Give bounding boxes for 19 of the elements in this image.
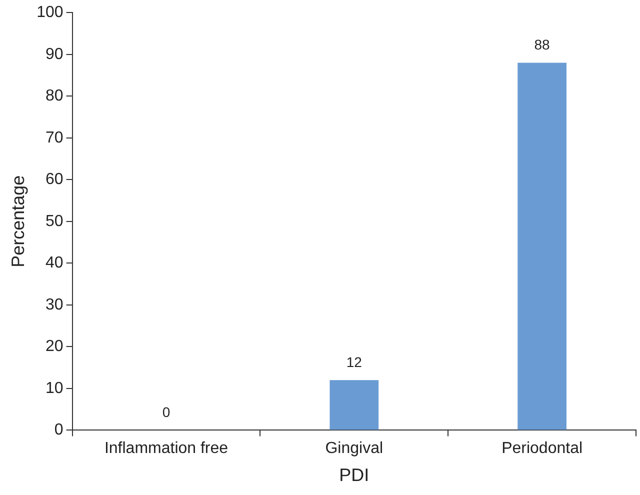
y-axis-title: Percentage [8, 175, 28, 268]
data-label: 0 [162, 404, 170, 420]
y-tick-label: 100 [36, 4, 64, 22]
x-tick-label: Periodontal [502, 440, 583, 458]
y-tick-label: 0 [54, 422, 64, 439]
y-tick-label: 50 [46, 212, 64, 230]
y-tick-label: 70 [46, 129, 64, 146]
y-tick-label: 60 [46, 171, 64, 188]
y-tick-label: 30 [46, 296, 64, 314]
y-tick-label: 20 [46, 338, 64, 356]
y-tick-label: 10 [46, 380, 64, 397]
y-tick-label: 90 [46, 46, 64, 63]
y-tick-label: 80 [46, 88, 64, 105]
x-tick-label: Gingival [325, 440, 384, 458]
x-tick-label: Inflammation free [104, 440, 228, 458]
x-axis-title: PDI [339, 465, 370, 486]
data-label: 12 [346, 354, 362, 370]
data-label: 88 [534, 36, 550, 53]
y-tick-label: 40 [46, 254, 64, 272]
